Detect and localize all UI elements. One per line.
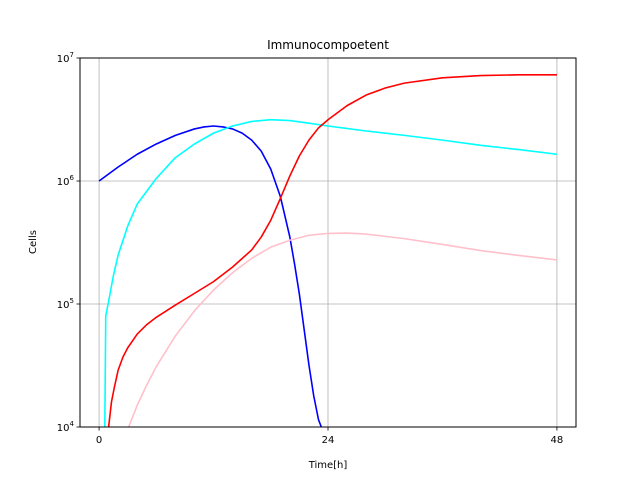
y-tick-label: 105 [57,297,74,311]
x-tick-label: 0 [96,435,102,446]
series-line-2 [104,118,558,427]
y-axis-ticks: 104 105 106 107 [57,51,80,434]
chart-title: Immunocompoetent [267,38,389,52]
series-line-1 [98,125,323,427]
y-tick-label: 106 [57,174,75,188]
x-tick-label: 48 [551,435,564,446]
series-line-3 [107,74,557,427]
y-tick-label: 107 [57,51,74,65]
y-tick-label: 104 [57,420,75,434]
x-tick-label: 24 [322,435,335,446]
x-axis-label: Time[h] [308,460,348,471]
series-lines [98,74,558,427]
x-axis-ticks: 0 24 48 [96,427,563,446]
y-axis-label: Cells [28,230,39,254]
series-line-4 [127,232,558,427]
